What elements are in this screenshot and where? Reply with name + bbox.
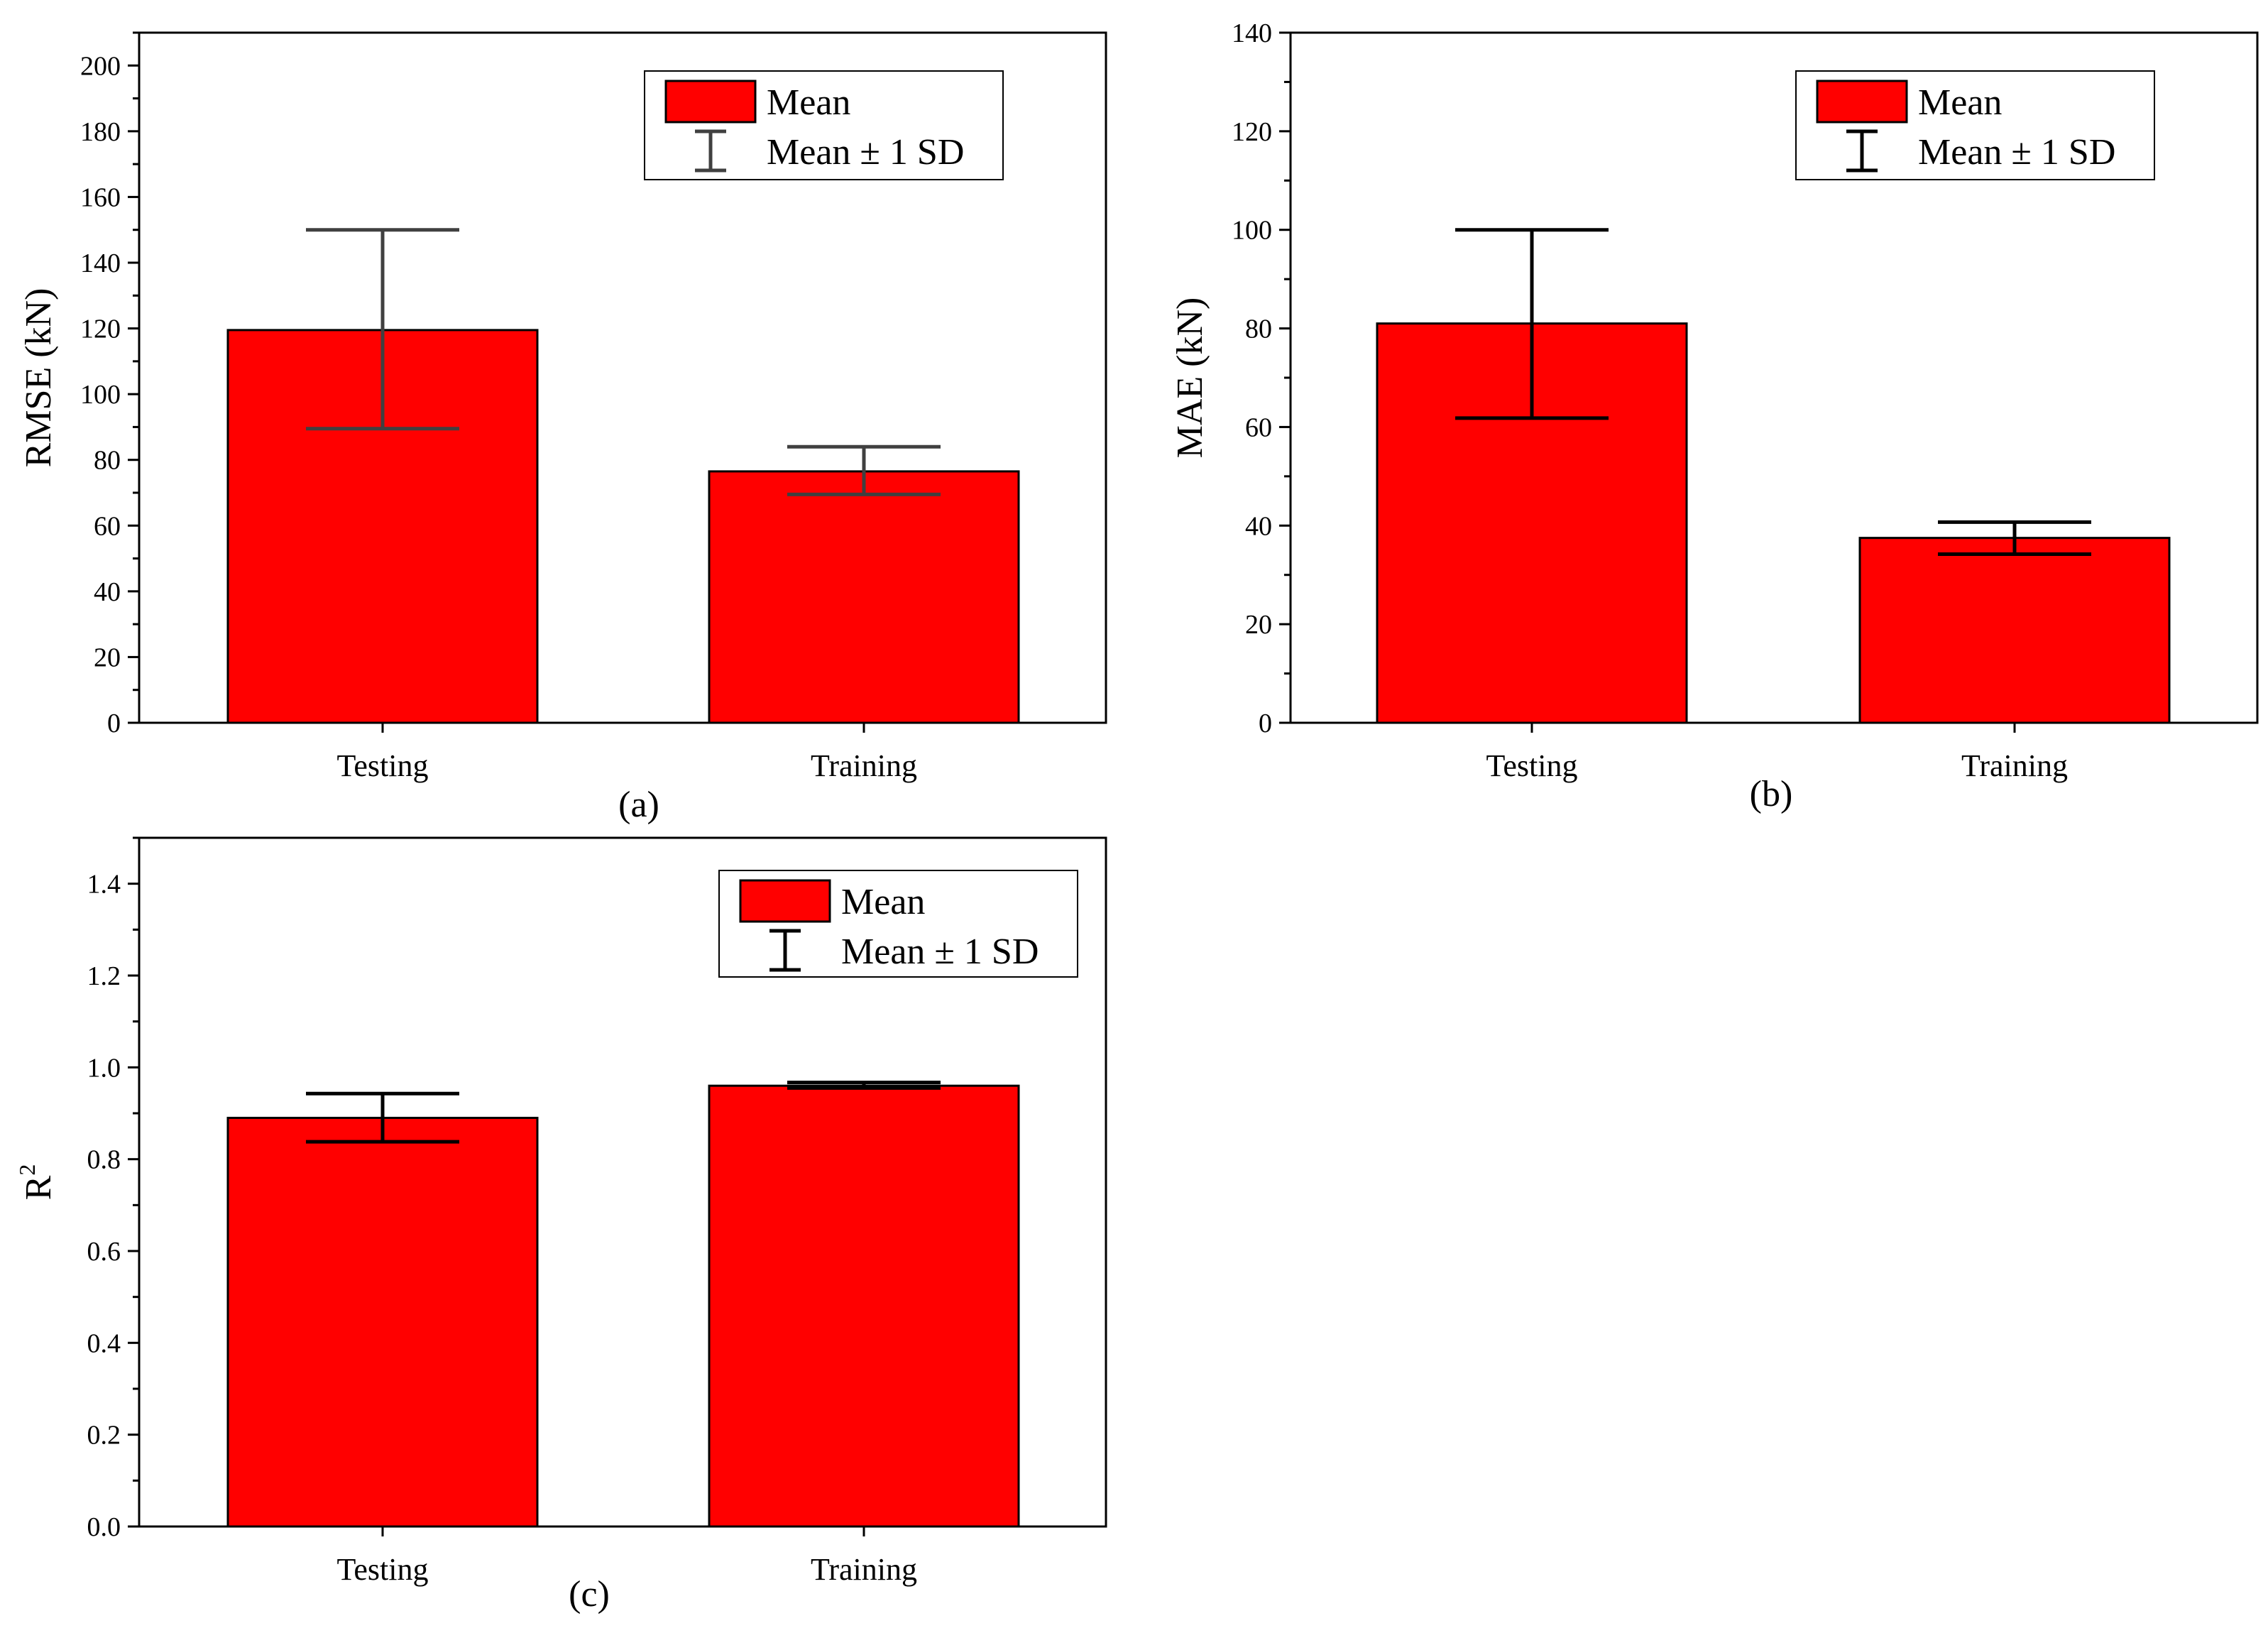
chart-1-y-tick-label: 200 bbox=[80, 51, 121, 81]
chart-1-y-tick-label: 20 bbox=[94, 643, 121, 672]
chart-1-legend-label-sd: Mean ± 1 SD bbox=[767, 132, 964, 173]
chart-3-legend-swatch-mean bbox=[739, 879, 831, 923]
chart-2-y-axis-title-text: MAE (kN) bbox=[1170, 297, 1210, 459]
chart-2-error-bar-training bbox=[1938, 520, 2091, 557]
chart-1-y-tick-label: 60 bbox=[94, 511, 121, 541]
chart-2-legend-label-mean: Mean bbox=[1918, 82, 2002, 123]
chart-3-y-tick-label: 0.0 bbox=[87, 1512, 121, 1542]
chart-1-y-axis-title: RMSE (kN) bbox=[18, 288, 59, 468]
chart-1-y-tick-label: 40 bbox=[94, 577, 121, 607]
chart-2-y-tick-label: 100 bbox=[1232, 216, 1272, 246]
chart-1-plot-frame bbox=[138, 31, 1107, 724]
chart-1-legend-swatch-sd bbox=[695, 129, 726, 173]
chart-2-error-bar-testing bbox=[1455, 228, 1609, 420]
chart-2-legend-swatch-mean bbox=[1816, 80, 1908, 124]
chart-1-legend-label-mean: Mean bbox=[767, 82, 850, 123]
chart-1-y-tick-label: 160 bbox=[80, 182, 121, 212]
chart-3-y-axis-title-text: R bbox=[18, 1175, 59, 1200]
chart-1-y-tick-label: 120 bbox=[80, 315, 121, 344]
chart-3-legend-label-sd: Mean ± 1 SD bbox=[841, 932, 1039, 972]
chart-3-y-tick-label: 0.2 bbox=[87, 1421, 121, 1451]
chart-3-x-tick-label-testing: Testing bbox=[337, 1552, 429, 1587]
chart-2-y-axis-title: MAE (kN) bbox=[1170, 297, 1210, 459]
chart-3-y-tick-label: 0.4 bbox=[87, 1328, 121, 1358]
chart-2: 0 20 40 60 80 100 120 140 Testing Training MAE (kN… bbox=[1170, 18, 2259, 814]
chart-3-panel-label: (c) bbox=[569, 1574, 610, 1615]
chart-1-y-tick-label: 100 bbox=[80, 380, 121, 410]
chart-3: 0.0 0.2 0.4 0.6 0.8 1.0 1.2 1.4 Testing Training R… bbox=[14, 836, 1107, 1615]
chart-2-x-tick-label-testing: Testing bbox=[1486, 748, 1578, 783]
chart-3-legend: Mean Mean ± 1 SD bbox=[718, 870, 1078, 978]
chart-1-x-tick-label-training: Training bbox=[811, 748, 917, 783]
chart-3-error-bar-testing bbox=[306, 1091, 459, 1144]
chart-3-bar-testing bbox=[226, 1116, 539, 1528]
chart-2-bar-training bbox=[1858, 537, 2171, 724]
chart-2-legend: Mean Mean ± 1 SD bbox=[1795, 70, 2155, 180]
chart-1-legend-box bbox=[644, 70, 1004, 180]
chart-2-y-tick-label: 20 bbox=[1245, 610, 1272, 640]
chart-1-y-tick-label: 140 bbox=[80, 248, 121, 278]
chart-1-y-tick-label: 0 bbox=[107, 709, 121, 738]
chart-2-legend-swatch-sd bbox=[1846, 129, 1878, 173]
chart-2-x-tick-label-training: Training bbox=[1961, 748, 2068, 783]
chart-3-y-axis-title: R2 bbox=[14, 1164, 59, 1201]
chart-2-y-tick-label: 60 bbox=[1245, 413, 1272, 442]
chart-3-error-bar-training bbox=[787, 1081, 941, 1090]
chart-2-y-tick-label: 0 bbox=[1259, 709, 1272, 738]
chart-1-error-bar-testing bbox=[306, 228, 459, 431]
chart-3-y-tick-label: 0.8 bbox=[87, 1145, 121, 1175]
chart-3-legend-label-mean: Mean bbox=[841, 882, 925, 922]
chart-1-y-tick-label: 180 bbox=[80, 117, 121, 147]
chart-2-y-tick-label: 80 bbox=[1245, 315, 1272, 344]
chart-1-legend-swatch-mean bbox=[664, 80, 757, 124]
chart-1: 0 20 40 60 80 100 120 140 160 180 200 Testing Traini… bbox=[18, 31, 1107, 825]
chart-3-y-tick-label: 1.2 bbox=[87, 961, 121, 991]
chart-1-panel-label: (a) bbox=[618, 785, 659, 825]
chart-2-panel-label: (b) bbox=[1750, 774, 1793, 814]
chart-1-y-axis-title-text: RMSE (kN) bbox=[18, 288, 59, 468]
chart-1-error-bar-training bbox=[787, 444, 941, 496]
chart-3-y-tick-label: 1.4 bbox=[87, 870, 121, 900]
chart-3-y-tick-label: 0.6 bbox=[87, 1237, 121, 1267]
chart-1-bar-training bbox=[708, 470, 1020, 724]
chart-3-y-tick-label: 1.0 bbox=[87, 1053, 121, 1083]
chart-1-legend: Mean Mean ± 1 SD bbox=[644, 70, 1004, 180]
chart-1-x-tick-label-testing: Testing bbox=[337, 748, 429, 783]
chart-2-y-tick-label: 140 bbox=[1232, 18, 1272, 48]
chart-3-bar-training bbox=[708, 1084, 1020, 1528]
chart-2-legend-label-sd: Mean ± 1 SD bbox=[1918, 132, 2115, 173]
chart-3-legend-swatch-sd bbox=[769, 929, 801, 972]
chart-2-y-tick-label: 40 bbox=[1245, 511, 1272, 541]
chart-3-y-axis-title-superscript: 2 bbox=[14, 1164, 40, 1176]
chart-1-y-tick-label: 80 bbox=[94, 446, 121, 476]
chart-3-x-tick-label-training: Training bbox=[811, 1552, 917, 1587]
chart-2-y-tick-label: 120 bbox=[1232, 117, 1272, 147]
chart-3-plot-frame bbox=[138, 836, 1107, 1528]
